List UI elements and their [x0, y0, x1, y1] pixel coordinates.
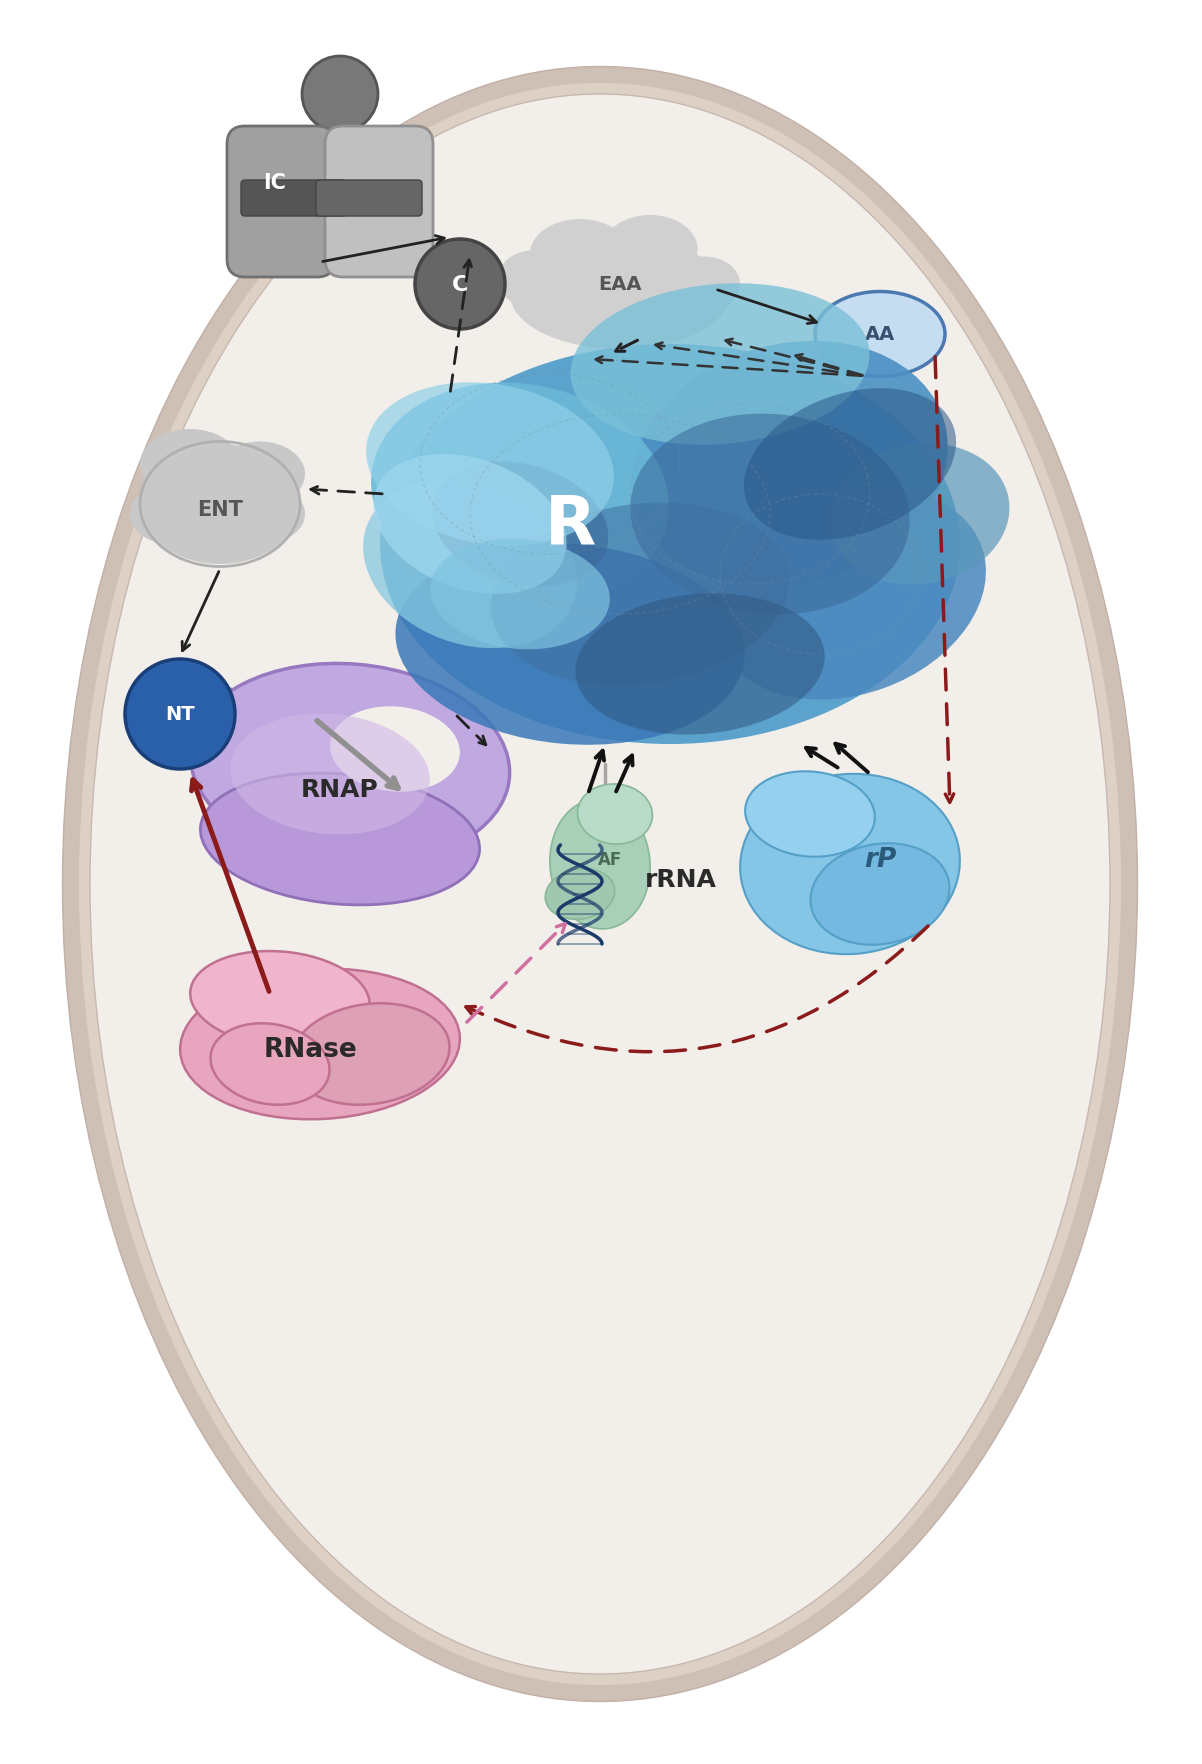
Ellipse shape: [576, 594, 825, 736]
Ellipse shape: [371, 383, 670, 607]
Ellipse shape: [432, 462, 608, 587]
Ellipse shape: [331, 707, 460, 792]
Ellipse shape: [571, 284, 869, 446]
Ellipse shape: [201, 774, 480, 905]
Ellipse shape: [215, 443, 305, 508]
Ellipse shape: [577, 785, 653, 845]
Text: rP: rP: [864, 847, 897, 873]
Ellipse shape: [745, 773, 875, 857]
Ellipse shape: [139, 430, 240, 499]
FancyBboxPatch shape: [227, 127, 335, 279]
Ellipse shape: [632, 342, 947, 587]
Text: NT: NT: [165, 706, 195, 723]
Ellipse shape: [744, 390, 956, 540]
Text: R: R: [545, 492, 596, 557]
Text: C: C: [452, 275, 469, 295]
Ellipse shape: [231, 714, 430, 834]
Ellipse shape: [549, 799, 650, 930]
Text: IC: IC: [263, 173, 286, 192]
Ellipse shape: [490, 503, 789, 686]
Ellipse shape: [374, 455, 566, 594]
Ellipse shape: [210, 1023, 329, 1104]
Ellipse shape: [498, 250, 572, 309]
Ellipse shape: [670, 258, 740, 312]
Ellipse shape: [380, 344, 960, 744]
Ellipse shape: [190, 663, 510, 864]
FancyBboxPatch shape: [240, 182, 347, 217]
Ellipse shape: [79, 85, 1121, 1685]
Ellipse shape: [714, 489, 986, 700]
Ellipse shape: [63, 67, 1137, 1702]
Ellipse shape: [546, 870, 614, 919]
Circle shape: [302, 56, 377, 132]
Ellipse shape: [602, 215, 697, 284]
Ellipse shape: [530, 220, 630, 289]
Ellipse shape: [236, 487, 305, 542]
Ellipse shape: [630, 415, 910, 616]
Ellipse shape: [530, 263, 710, 348]
Ellipse shape: [740, 774, 960, 954]
Ellipse shape: [430, 540, 609, 649]
Ellipse shape: [810, 843, 950, 946]
Text: EAA: EAA: [599, 275, 642, 295]
FancyBboxPatch shape: [325, 127, 433, 279]
Text: AF: AF: [597, 850, 623, 868]
Text: ENT: ENT: [197, 499, 243, 520]
Text: RNase: RNase: [263, 1037, 357, 1062]
Ellipse shape: [831, 445, 1010, 586]
Ellipse shape: [130, 485, 210, 545]
Ellipse shape: [90, 95, 1109, 1674]
Text: AA: AA: [865, 325, 895, 344]
Ellipse shape: [815, 293, 945, 377]
Ellipse shape: [180, 968, 460, 1120]
Circle shape: [415, 240, 505, 330]
Ellipse shape: [395, 543, 744, 746]
Circle shape: [125, 660, 236, 769]
Ellipse shape: [367, 383, 614, 547]
FancyBboxPatch shape: [316, 182, 422, 217]
Text: RNAP: RNAP: [302, 778, 379, 801]
Ellipse shape: [291, 1004, 450, 1104]
Ellipse shape: [190, 951, 370, 1048]
Ellipse shape: [139, 445, 300, 564]
Ellipse shape: [510, 240, 730, 349]
Text: rRNA: rRNA: [645, 868, 716, 891]
Ellipse shape: [363, 480, 577, 649]
